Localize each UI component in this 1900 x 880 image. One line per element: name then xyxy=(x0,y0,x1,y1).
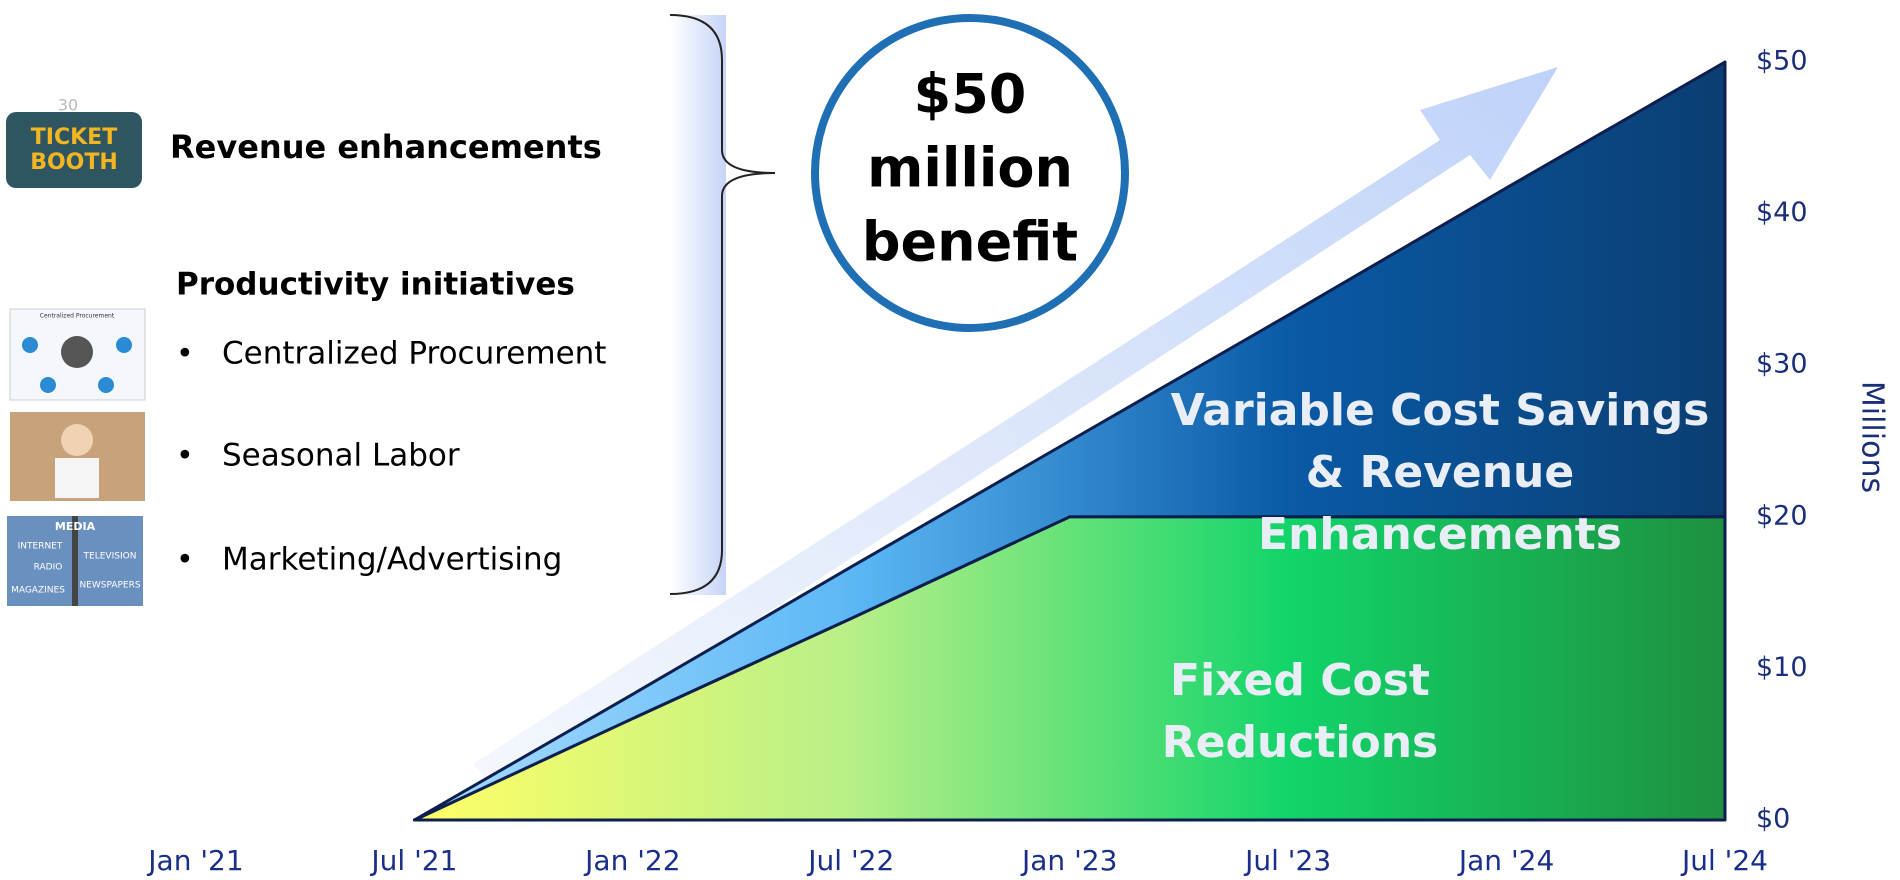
x-tick-label: Jul '22 xyxy=(806,844,894,877)
x-tick-label: Jan '22 xyxy=(583,844,680,877)
icon-shape xyxy=(22,337,38,353)
icon-text: TICKET xyxy=(31,125,117,150)
y-tick-label: $10 xyxy=(1756,652,1808,683)
y-tick-label: $40 xyxy=(1756,197,1808,228)
x-tick-label: Jul '21 xyxy=(369,844,457,877)
icon-shape xyxy=(61,336,93,368)
bullet: • xyxy=(176,337,194,372)
initiative-item: Centralized Procurement xyxy=(222,336,606,372)
icon-shape xyxy=(61,424,93,456)
icon-shape xyxy=(72,516,78,606)
series-label: Variable Cost Savings & Revenue Enhancem… xyxy=(1170,385,1710,560)
y-tick-label: $0 xyxy=(1756,804,1790,835)
series-label: Fixed Cost Reductions xyxy=(1161,655,1439,768)
icon-text: TELEVISION xyxy=(83,552,137,562)
x-tick-label: Jan '23 xyxy=(1020,844,1117,877)
icon-text: MEDIA xyxy=(55,520,96,533)
icon-shape xyxy=(98,377,114,393)
icon-text: Centralized Procurement xyxy=(40,313,115,320)
callout-circle xyxy=(811,14,1129,332)
icon-shape xyxy=(55,458,99,498)
x-tick-label: Jul '24 xyxy=(1680,844,1768,877)
x-tick-label: Jul '23 xyxy=(1243,844,1331,877)
callout-line: benefit xyxy=(862,211,1078,274)
growth-arrow xyxy=(473,67,1558,790)
icon-text: BOOTH xyxy=(30,150,118,175)
callout-line: million xyxy=(867,137,1073,200)
brace-strip xyxy=(670,15,726,595)
ticket-icon xyxy=(6,112,142,188)
icon-text: NEWSPAPERS xyxy=(79,581,140,591)
icon-text: INTERNET xyxy=(18,542,63,552)
revenue-heading: Revenue enhancements xyxy=(170,128,602,166)
y-tick-label: $50 xyxy=(1756,46,1808,77)
icon-text: MAGAZINES xyxy=(11,586,65,596)
page-number: 30 xyxy=(58,96,78,115)
area xyxy=(412,60,1727,822)
brace xyxy=(669,14,776,595)
y-tick-label: $30 xyxy=(1756,349,1808,380)
icon-text: RADIO xyxy=(34,563,63,573)
bullet: • xyxy=(176,543,194,578)
icon-shape xyxy=(116,337,132,353)
y-axis-label: Millions xyxy=(1855,381,1890,493)
procurement-icon xyxy=(9,308,146,401)
bullet: • xyxy=(176,439,194,474)
productivity-heading: Productivity initiatives xyxy=(176,267,575,303)
initiative-item: Marketing/Advertising xyxy=(222,542,562,578)
x-tick-label: Jan '21 xyxy=(146,844,243,877)
y-tick-label: $20 xyxy=(1756,500,1808,531)
x-tick-label: Jan '24 xyxy=(1457,844,1554,877)
icon-shape xyxy=(40,377,56,393)
callout-line: $50 xyxy=(914,63,1027,126)
initiative-item: Seasonal Labor xyxy=(222,438,460,474)
